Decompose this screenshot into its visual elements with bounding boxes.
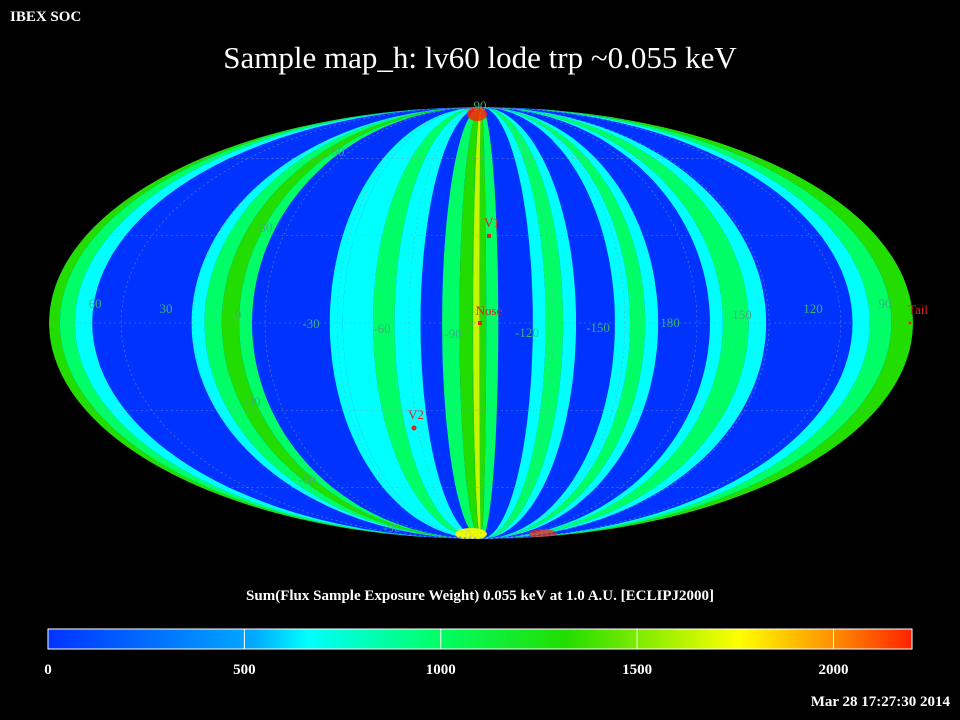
lon-label: -90 bbox=[444, 326, 461, 341]
lon-label: -150 bbox=[586, 320, 610, 335]
marker-tail: Tail bbox=[908, 302, 928, 325]
marker-v1: V1 bbox=[484, 215, 500, 238]
lon-label: -30 bbox=[302, 316, 319, 331]
meridian-line bbox=[408, 107, 482, 539]
hotspot-south bbox=[455, 528, 487, 539]
marker-nose: Nose bbox=[476, 303, 503, 325]
lon-label: 30 bbox=[160, 301, 173, 316]
marker-nose-label: Nose bbox=[476, 303, 503, 318]
lon-label: -60 bbox=[373, 321, 390, 336]
flux-band bbox=[394, 107, 481, 539]
lon-label: -120 bbox=[515, 325, 539, 340]
timestamp: Mar 28 17:27:30 2014 bbox=[810, 694, 950, 710]
marker-v2: V2 bbox=[408, 407, 424, 431]
lat-label: -30 bbox=[243, 394, 260, 409]
colorbar-tick-label: 500 bbox=[233, 662, 256, 678]
flux-band bbox=[481, 107, 576, 539]
marker-v2-symbol bbox=[411, 425, 417, 431]
meridian-line bbox=[264, 107, 482, 539]
colorbar-tick-label: 1000 bbox=[426, 662, 456, 678]
hotspot-south-2 bbox=[529, 529, 557, 539]
meridian-line bbox=[480, 107, 554, 539]
map-title: Sample map_h: lv60 lode trp ~0.055 keV bbox=[223, 40, 737, 75]
meridian-line bbox=[480, 107, 698, 539]
graticule-labels: 90 60 30 -30 -60 -90 60 30 0 -30 -60 -90 -120 -150 180… bbox=[89, 98, 892, 535]
colorbar-tick-label: 0 bbox=[44, 662, 52, 678]
marker-v1-label: V1 bbox=[484, 215, 500, 230]
lat-label: 30 bbox=[260, 220, 273, 235]
lat-label: 60 bbox=[332, 144, 345, 159]
map-markers: V1 Nose V2 Tail bbox=[408, 215, 928, 431]
marker-v1-symbol bbox=[487, 234, 491, 238]
colorbar-gradient bbox=[47, 628, 913, 650]
lon-label: 180 bbox=[660, 315, 680, 330]
org-label: IBEX SOC bbox=[10, 9, 82, 25]
flux-band bbox=[442, 107, 481, 539]
flux-band bbox=[481, 107, 546, 539]
meridian-line bbox=[480, 107, 842, 539]
lon-label: 120 bbox=[803, 301, 823, 316]
colorbar: 0 500 1000 1500 2000 bbox=[44, 628, 913, 678]
flux-band bbox=[373, 107, 481, 539]
lon-label: 90 bbox=[879, 296, 892, 311]
flux-band-high bbox=[473, 107, 481, 539]
lon-label: 150 bbox=[732, 307, 752, 322]
marker-tail-symbol bbox=[908, 321, 912, 325]
lat-label: 90 bbox=[474, 98, 487, 113]
marker-v2-label: V2 bbox=[408, 407, 424, 422]
sky-map: 90 60 30 -30 -60 -90 60 30 0 -30 -60 -90 -120 -150 180… bbox=[49, 98, 928, 539]
lon-label: 60 bbox=[89, 296, 102, 311]
flux-band bbox=[342, 107, 481, 539]
lat-label: -90 bbox=[383, 520, 400, 535]
marker-tail-label: Tail bbox=[908, 302, 928, 317]
colorbar-title: Sum(Flux Sample Exposure Weight) 0.055 k… bbox=[246, 588, 714, 604]
colorbar-tick-label: 1500 bbox=[622, 662, 652, 678]
marker-nose-symbol bbox=[478, 321, 482, 325]
flux-band bbox=[481, 107, 564, 539]
meridian-line bbox=[192, 107, 482, 539]
colorbar-tick-label: 2000 bbox=[818, 662, 848, 678]
hotspot-north bbox=[467, 107, 487, 121]
lat-label: -60 bbox=[298, 472, 315, 487]
lon-label: 0 bbox=[235, 307, 242, 322]
